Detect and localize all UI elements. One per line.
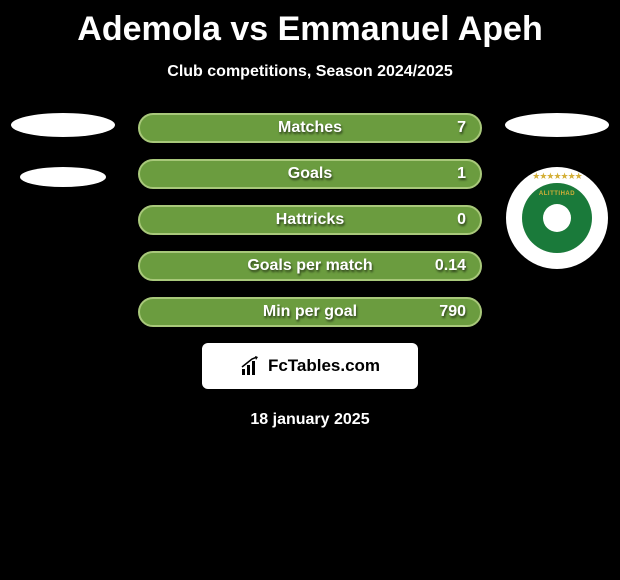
snapshot-date: 18 january 2025	[0, 411, 620, 429]
player-oval-right-1	[505, 113, 609, 137]
club-badge: ★★★★★★★ ALITTIHAD	[506, 167, 608, 269]
page-subtitle: Club competitions, Season 2024/2025	[0, 63, 620, 81]
ball-icon	[543, 204, 571, 232]
stat-bar-goals: Goals 1	[138, 159, 482, 189]
stat-bar-hattricks: Hattricks 0	[138, 205, 482, 235]
stat-label: Goals	[288, 165, 332, 183]
stat-label: Matches	[278, 119, 342, 137]
stat-value: 7	[457, 119, 466, 137]
stars-icon: ★★★★★★★	[522, 171, 592, 182]
stat-value: 0.14	[435, 257, 466, 275]
stat-value: 1	[457, 165, 466, 183]
player-oval-left-2	[20, 167, 106, 187]
stat-bar-min-per-goal: Min per goal 790	[138, 297, 482, 327]
stat-label: Goals per match	[247, 257, 372, 275]
stat-value: 0	[457, 211, 466, 229]
chart-icon	[240, 355, 262, 377]
site-logo: FcTables.com	[202, 343, 418, 389]
player-oval-left-1	[11, 113, 115, 137]
comparison-panel: ★★★★★★★ ALITTIHAD Matches 7 Goals 1 Hatt…	[0, 113, 620, 429]
stat-label: Min per goal	[263, 303, 357, 321]
stat-bar-matches: Matches 7	[138, 113, 482, 143]
left-player-column	[8, 113, 118, 217]
page-title: Ademola vs Emmanuel Apeh	[0, 0, 620, 49]
stat-bars: Matches 7 Goals 1 Hattricks 0 Goals per …	[138, 113, 482, 327]
site-logo-text: FcTables.com	[268, 356, 380, 376]
club-badge-text: ALITTIHAD	[522, 191, 592, 197]
right-player-column: ★★★★★★★ ALITTIHAD	[502, 113, 612, 269]
club-badge-inner: ★★★★★★★ ALITTIHAD	[522, 183, 592, 253]
stat-value: 790	[439, 303, 466, 321]
stat-bar-goals-per-match: Goals per match 0.14	[138, 251, 482, 281]
stat-label: Hattricks	[276, 211, 344, 229]
